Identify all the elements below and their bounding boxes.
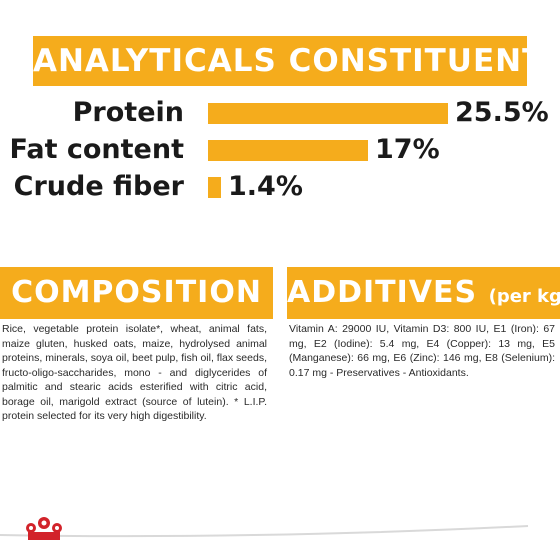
nutrient-bar <box>208 177 221 198</box>
nutrient-row: Protein 25.5% <box>0 96 560 130</box>
royal-canin-crown-icon <box>26 517 62 540</box>
nutrient-label: Protein <box>72 97 184 128</box>
nutrient-row: Crude fiber 1.4% <box>0 170 560 204</box>
additives-text: Vitamin A: 29000 IU, Vitamin D3: 800 IU,… <box>289 323 555 379</box>
nutrient-label: Fat content <box>9 134 184 165</box>
nutrient-value: 17% <box>375 134 440 165</box>
additives-subtitle: (per kg) <box>488 286 560 307</box>
nutrient-row: Fat content 17% <box>0 133 560 167</box>
nutrient-label: Crude fiber <box>13 171 184 202</box>
nutrient-value: 25.5% <box>455 97 549 128</box>
nutrient-value: 1.4% <box>228 171 303 202</box>
additives-header: ADDITIVES (per kg) <box>287 267 560 319</box>
composition-title: COMPOSITION <box>0 267 273 319</box>
analytics-title: ANALYTICALS CONSTITUENTS <box>33 36 527 86</box>
composition-text: Rice, vegetable protein isolate*, wheat,… <box>2 323 267 422</box>
additives-title: ADDITIVES <box>287 275 478 310</box>
nutrient-bar <box>208 140 368 161</box>
footer-divider <box>0 525 529 538</box>
nutrient-bar <box>208 103 448 124</box>
